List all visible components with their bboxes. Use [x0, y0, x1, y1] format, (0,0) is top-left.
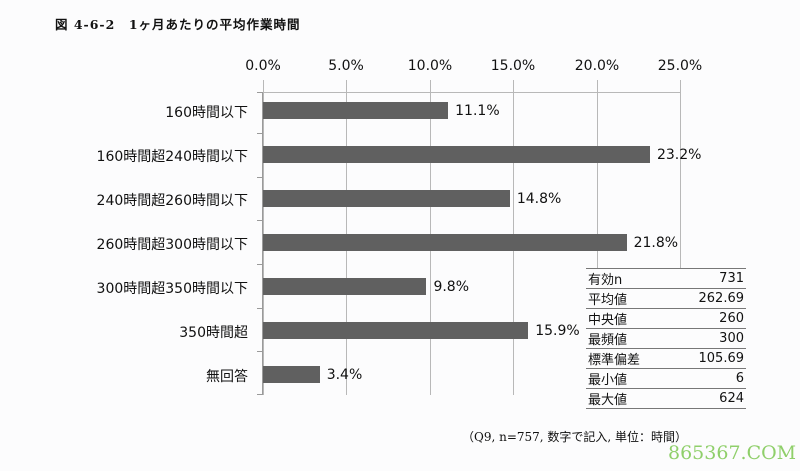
stats-value: 260: [670, 308, 746, 329]
stats-row: 平均値 262.69: [586, 288, 746, 309]
x-tick-label: 0.0%: [245, 58, 281, 74]
stats-value: 624: [670, 388, 746, 409]
stats-label: 有効n: [586, 268, 671, 289]
y-tick: [257, 394, 262, 395]
stats-row: 標準偏差 105.69: [586, 348, 746, 369]
category-label: 260時間超300時間以下: [96, 237, 248, 253]
bar: [263, 190, 510, 207]
bar: [263, 234, 627, 251]
y-axis-line: [262, 92, 263, 395]
value-label: 15.9%: [535, 323, 580, 339]
bar: [263, 102, 449, 119]
stats-row: 中央値 260: [586, 308, 746, 329]
stats-row: 最小値 6: [586, 368, 746, 389]
y-tick: [257, 220, 262, 221]
bar: [263, 322, 529, 339]
stats-row: 有効n 731: [586, 268, 746, 289]
bar: [263, 278, 427, 295]
x-tick-label: 15.0%: [490, 58, 536, 74]
stats-label: 最大値: [586, 388, 671, 409]
y-tick: [257, 177, 262, 178]
category-label: 無回答: [206, 369, 248, 385]
category-label: 160時間超240時間以下: [96, 149, 248, 165]
x-tick-label: 20.0%: [574, 58, 620, 74]
category-label: 300時間超350時間以下: [96, 281, 248, 297]
y-tick: [257, 133, 262, 134]
y-tick: [257, 308, 262, 309]
value-label: 14.8%: [516, 191, 562, 207]
value-label: 23.2%: [656, 147, 702, 163]
value-label: 21.8%: [633, 235, 679, 251]
stats-label: 平均値: [586, 288, 671, 309]
stats-value: 731: [670, 268, 746, 289]
stats-label: 最小値: [586, 368, 671, 389]
x-axis-line: [263, 92, 680, 93]
value-label: 11.1%: [455, 103, 500, 119]
y-tick: [257, 92, 262, 93]
watermark: 865367.COM: [668, 442, 797, 464]
bar: [263, 146, 650, 163]
x-tick-label: 25.0%: [657, 58, 703, 74]
stats-value: 300: [670, 328, 746, 349]
bar: [263, 366, 320, 383]
stats-value: 6: [670, 368, 746, 389]
footnote: （Q9, n=757, 数字で記入, 単位：時間）: [462, 430, 688, 444]
stats-value: 262.69: [670, 288, 746, 309]
category-label: 240時間超260時間以下: [96, 193, 248, 209]
stats-table: 有効n 731 平均値 262.69 中央値 260 最頻値 300 標準偏差 105.6…: [586, 268, 746, 409]
category-label: 160時間以下: [165, 105, 248, 121]
stats-value: 105.69: [670, 348, 746, 369]
value-label: 3.4%: [326, 367, 363, 383]
stats-label: 標準偏差: [586, 348, 671, 369]
y-tick: [257, 351, 262, 352]
y-tick: [257, 264, 262, 265]
stats-label: 中央値: [586, 308, 671, 329]
gridline: [680, 80, 681, 268]
stats-row: 最大値 624: [586, 388, 746, 409]
value-label: 9.8%: [433, 279, 470, 295]
category-label: 350時間超: [179, 325, 248, 341]
stats-label: 最頻値: [586, 328, 671, 349]
stats-row: 最頻値 300: [586, 328, 746, 349]
chart-title: 図 4-6-2 1ヶ月あたりの平均作業時間: [55, 17, 301, 32]
x-tick-label: 5.0%: [328, 58, 364, 74]
x-tick-label: 10.0%: [407, 58, 453, 74]
